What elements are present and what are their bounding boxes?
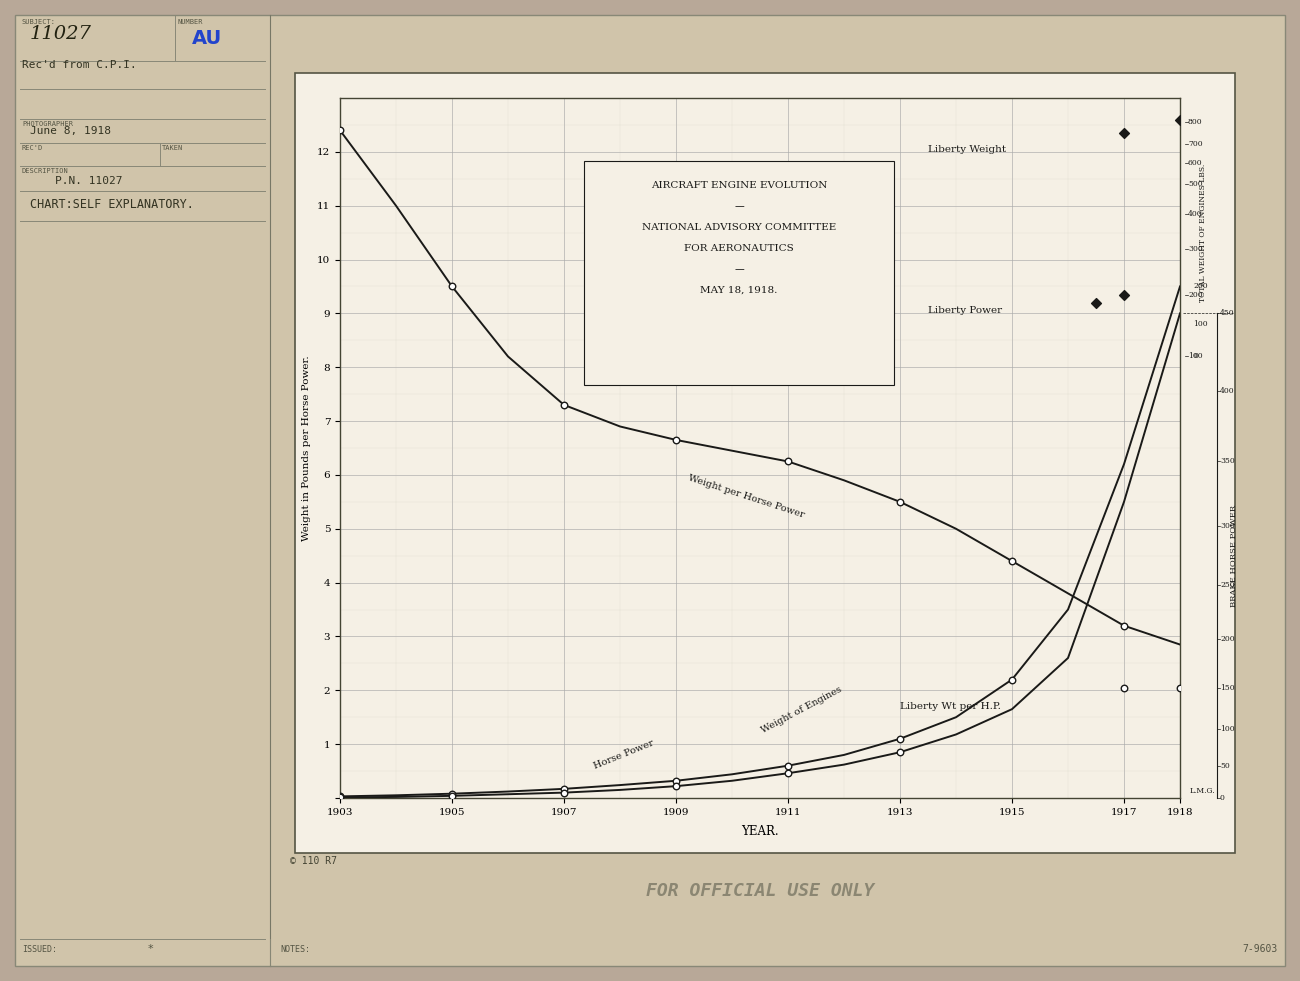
Text: FOR AERONAUTICS: FOR AERONAUTICS bbox=[684, 244, 794, 253]
Text: June 8, 1918: June 8, 1918 bbox=[30, 126, 110, 136]
Point bbox=[1114, 126, 1135, 141]
Y-axis label: Weight in Pounds per Horse Power.: Weight in Pounds per Horse Power. bbox=[303, 355, 312, 541]
Point bbox=[666, 773, 686, 789]
Point bbox=[666, 432, 686, 447]
Text: 50: 50 bbox=[1219, 761, 1230, 770]
Text: CHART:SELF EXPLANATORY.: CHART:SELF EXPLANATORY. bbox=[30, 198, 194, 212]
Text: 100: 100 bbox=[1219, 725, 1235, 733]
Text: DESCRIPTION: DESCRIPTION bbox=[22, 168, 69, 174]
Text: 300: 300 bbox=[1219, 522, 1235, 530]
Point bbox=[554, 785, 575, 800]
Text: AU: AU bbox=[192, 29, 222, 48]
Text: Liberty Wt per H.P.: Liberty Wt per H.P. bbox=[900, 702, 1001, 711]
Text: ISSUED:: ISSUED: bbox=[22, 945, 57, 954]
X-axis label: YEAR.: YEAR. bbox=[741, 825, 779, 838]
Text: TOTAL WEIGHT OF ENGINES LBS.: TOTAL WEIGHT OF ENGINES LBS. bbox=[1199, 164, 1206, 302]
Point bbox=[777, 453, 798, 469]
Text: 100: 100 bbox=[1188, 352, 1202, 360]
FancyBboxPatch shape bbox=[295, 73, 1235, 853]
Point bbox=[1114, 286, 1135, 302]
Text: NUMBER: NUMBER bbox=[177, 19, 203, 25]
Text: 0: 0 bbox=[1193, 352, 1197, 360]
Point bbox=[889, 731, 910, 747]
Text: 500: 500 bbox=[1188, 181, 1202, 188]
Text: 450: 450 bbox=[1219, 309, 1235, 318]
FancyBboxPatch shape bbox=[16, 15, 1284, 966]
Text: 300: 300 bbox=[1188, 245, 1202, 253]
Text: Weight of Engines: Weight of Engines bbox=[760, 685, 844, 736]
FancyBboxPatch shape bbox=[584, 161, 894, 385]
Text: Rec'd from C.P.I.: Rec'd from C.P.I. bbox=[22, 60, 136, 70]
Text: 150: 150 bbox=[1219, 684, 1235, 692]
Text: 400: 400 bbox=[1188, 210, 1202, 218]
Point bbox=[330, 123, 351, 138]
Text: 11027: 11027 bbox=[30, 25, 92, 43]
Text: *: * bbox=[147, 944, 153, 954]
Point bbox=[330, 790, 351, 805]
Text: 200: 200 bbox=[1219, 635, 1235, 644]
Text: MAY 18, 1918.: MAY 18, 1918. bbox=[701, 286, 777, 295]
Text: 200: 200 bbox=[1193, 283, 1208, 290]
Text: Horse Power: Horse Power bbox=[592, 738, 655, 770]
Text: —: — bbox=[734, 201, 744, 212]
Point bbox=[1170, 680, 1191, 696]
Text: 700: 700 bbox=[1188, 139, 1202, 148]
Text: 250: 250 bbox=[1219, 582, 1235, 590]
Text: FOR OFFICIAL USE ONLY: FOR OFFICIAL USE ONLY bbox=[646, 882, 874, 900]
Point bbox=[1086, 294, 1106, 310]
Text: 200: 200 bbox=[1188, 290, 1202, 298]
Point bbox=[554, 397, 575, 413]
Text: 350: 350 bbox=[1219, 457, 1235, 465]
Point bbox=[1114, 680, 1135, 696]
Text: L.M.G.: L.M.G. bbox=[1190, 788, 1216, 796]
Point bbox=[889, 745, 910, 760]
Point bbox=[442, 786, 463, 801]
Text: REC'D: REC'D bbox=[22, 145, 43, 151]
Text: 800: 800 bbox=[1188, 119, 1202, 127]
Point bbox=[554, 781, 575, 797]
Text: NATIONAL ADVISORY COMMITTEE: NATIONAL ADVISORY COMMITTEE bbox=[642, 223, 836, 232]
Point bbox=[1001, 553, 1022, 569]
Text: PHOTOGRAPHER: PHOTOGRAPHER bbox=[22, 121, 73, 127]
Text: BRAKE HORSE POWER: BRAKE HORSE POWER bbox=[1230, 504, 1238, 607]
Text: Weight per Horse Power: Weight per Horse Power bbox=[688, 474, 806, 520]
Point bbox=[330, 789, 351, 804]
Point bbox=[1114, 618, 1135, 634]
Text: Liberty Power: Liberty Power bbox=[928, 306, 1002, 315]
Text: TAKEN: TAKEN bbox=[162, 145, 183, 151]
Text: SUBJECT:: SUBJECT: bbox=[22, 19, 56, 25]
Text: NOTES:: NOTES: bbox=[280, 945, 309, 954]
Point bbox=[889, 494, 910, 510]
Text: Liberty Weight: Liberty Weight bbox=[928, 145, 1006, 154]
Text: P.N. 11027: P.N. 11027 bbox=[55, 176, 122, 186]
Point bbox=[442, 788, 463, 803]
Text: AIRCRAFT ENGINE EVOLUTION: AIRCRAFT ENGINE EVOLUTION bbox=[651, 181, 827, 190]
Text: —: — bbox=[734, 265, 744, 275]
Text: © 110 R7: © 110 R7 bbox=[290, 856, 337, 866]
Point bbox=[777, 765, 798, 781]
Text: 100: 100 bbox=[1193, 320, 1208, 329]
Point bbox=[442, 279, 463, 294]
Text: 7-9603: 7-9603 bbox=[1243, 944, 1278, 954]
Point bbox=[777, 758, 798, 774]
Point bbox=[1170, 112, 1191, 128]
Text: 600: 600 bbox=[1188, 159, 1202, 167]
Point bbox=[1001, 672, 1022, 688]
Text: 400: 400 bbox=[1219, 387, 1235, 395]
Point bbox=[666, 778, 686, 794]
Text: 0: 0 bbox=[1219, 794, 1225, 802]
